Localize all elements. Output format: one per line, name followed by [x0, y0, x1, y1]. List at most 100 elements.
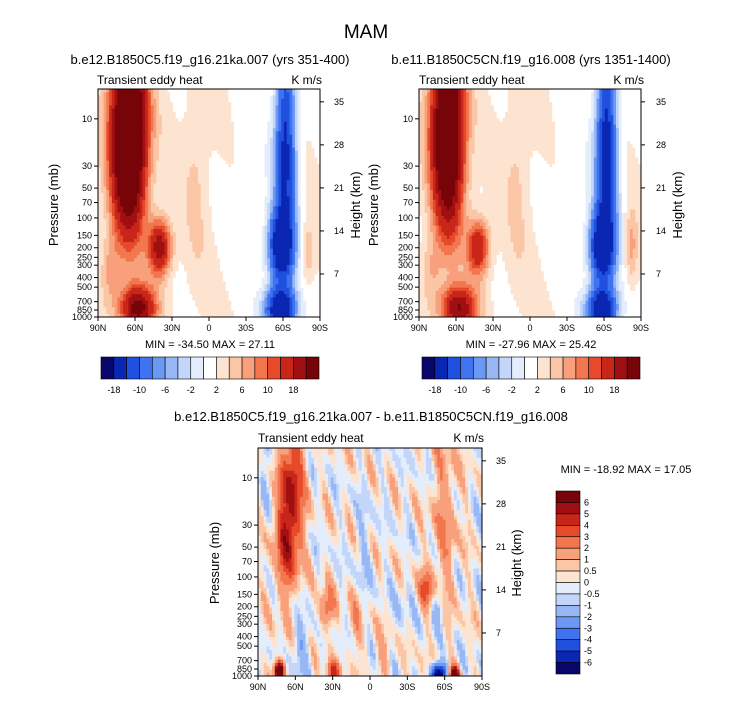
heatmap-cell	[156, 131, 160, 136]
heatmap-cell	[225, 141, 229, 145]
heatmap-cell	[245, 206, 249, 211]
heatmap-cell	[306, 121, 310, 126]
heatmap-cell	[206, 264, 210, 269]
heatmap-cell	[159, 144, 163, 149]
heatmap-cell	[153, 242, 157, 246]
heatmap-cell	[161, 216, 166, 220]
heatmap-cell	[184, 163, 188, 168]
heatmap-cell	[239, 105, 243, 110]
heatmap-cell	[164, 274, 168, 279]
heatmap-cell	[211, 255, 216, 259]
heatmap-cell	[267, 111, 271, 116]
heatmap-cell	[211, 150, 216, 155]
heatmap-cell	[220, 108, 224, 113]
heatmap-cell	[261, 124, 265, 129]
heatmap-cell	[153, 105, 157, 110]
heatmap-cell	[170, 176, 174, 181]
heatmap-cell	[297, 131, 302, 136]
heatmap-cell	[275, 111, 279, 116]
heatmap-cell	[245, 264, 249, 269]
heatmap-cell	[122, 154, 127, 158]
heatmap-cell	[283, 183, 288, 188]
heatmap-cell	[283, 219, 288, 224]
heatmap-cell	[236, 157, 241, 162]
heatmap-cell	[278, 121, 282, 126]
heatmap-cell	[181, 108, 185, 113]
heatmap-cell	[250, 95, 254, 100]
heatmap-cell	[125, 281, 130, 285]
heatmap-cell	[134, 131, 138, 136]
heatmap-cell	[111, 111, 116, 116]
heatmap-cell	[197, 274, 202, 279]
heatmap-cell	[192, 251, 196, 256]
heatmap-cell	[184, 176, 188, 181]
heatmap-cell	[181, 131, 185, 136]
heatmap-cell	[197, 111, 202, 116]
heatmap-cell	[258, 225, 263, 230]
heatmap-cell	[125, 102, 130, 106]
heatmap-cell	[100, 137, 105, 142]
heatmap-cell	[306, 105, 310, 110]
heatmap-cell	[134, 199, 138, 204]
heatmap-cell	[181, 102, 185, 106]
heatmap-cell	[267, 128, 271, 132]
heatmap-cell	[156, 105, 160, 110]
heatmap-cell	[261, 150, 265, 155]
heatmap-cell	[109, 111, 113, 116]
heatmap-cell	[233, 274, 238, 279]
heatmap-cell	[297, 105, 302, 110]
heatmap-cell	[256, 163, 260, 168]
heatmap-cell	[206, 89, 210, 93]
heatmap-cell	[161, 238, 166, 243]
heatmap-cell	[109, 199, 113, 204]
heatmap-cell	[258, 128, 263, 132]
heatmap-cell	[258, 157, 263, 162]
heatmap-cell	[189, 121, 193, 126]
heatmap-cell	[214, 102, 218, 106]
heatmap-cell	[184, 157, 188, 162]
heatmap-cell	[178, 102, 182, 106]
heatmap-cell	[192, 173, 196, 178]
heatmap-cell	[286, 92, 290, 97]
heatmap-cell	[203, 95, 207, 100]
heatmap-cell	[125, 268, 130, 272]
heatmap-cell	[103, 186, 107, 191]
heatmap-cell	[267, 137, 271, 142]
heatmap-cell	[161, 287, 166, 292]
heatmap-cell	[142, 154, 146, 158]
heatmap-cell	[211, 147, 216, 152]
heatmap-cell	[247, 154, 252, 158]
heatmap-cell	[236, 92, 241, 97]
heatmap-cell	[214, 128, 218, 132]
heatmap-cell	[114, 124, 118, 129]
heatmap-cell	[189, 245, 193, 250]
heatmap-cell	[267, 222, 271, 227]
heatmap-cell	[245, 203, 249, 207]
heatmap-cell	[103, 212, 107, 217]
heatmap-cell	[247, 287, 252, 292]
heatmap-cell	[272, 137, 277, 142]
heatmap-cell	[181, 98, 185, 103]
heatmap-cell	[228, 189, 232, 194]
heatmap-cell	[311, 141, 315, 145]
heatmap-cell	[295, 287, 299, 292]
heatmap-cell	[283, 242, 288, 246]
heatmap-cell	[303, 115, 307, 119]
heatmap-cell	[156, 134, 160, 139]
heatmap-cell	[170, 115, 174, 119]
heatmap-cell	[195, 144, 199, 149]
heatmap-cell	[256, 284, 260, 289]
heatmap-cell	[206, 131, 210, 136]
heatmap-cell	[300, 108, 304, 113]
heatmap-cell	[142, 277, 146, 282]
heatmap-cell	[184, 128, 188, 132]
heatmap-cell	[117, 124, 121, 129]
heatmap-cell	[278, 137, 282, 142]
heatmap-cell	[303, 206, 307, 211]
heatmap-cell	[289, 105, 293, 110]
heatmap-cell	[192, 157, 196, 162]
heatmap-cell	[267, 232, 271, 237]
heatmap-cell	[228, 206, 232, 211]
heatmap-cell	[170, 235, 174, 240]
heatmap-cell	[314, 284, 318, 289]
